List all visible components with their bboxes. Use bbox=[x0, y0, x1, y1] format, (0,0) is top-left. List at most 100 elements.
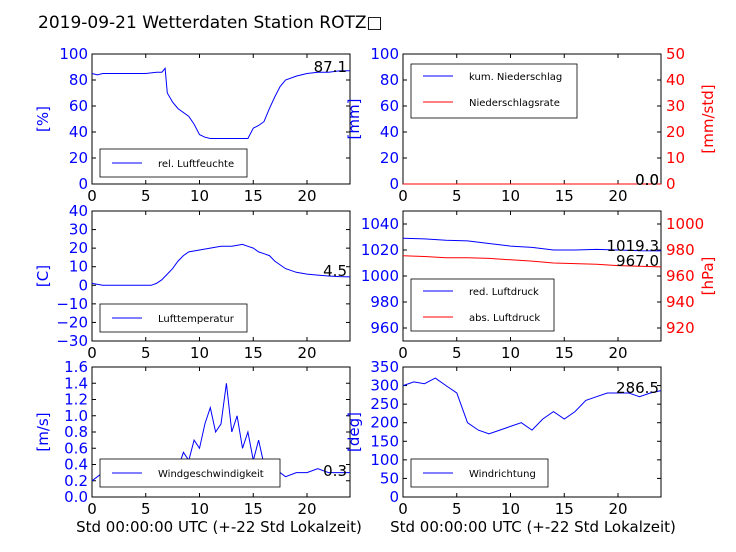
x-tick-label: 20 bbox=[608, 500, 627, 518]
y-axis-label: [C] bbox=[34, 265, 52, 287]
y-tick-label: 1.6 bbox=[64, 358, 88, 376]
y-tick-label: 0.6 bbox=[64, 439, 88, 457]
y-right-tick-label: 980 bbox=[666, 241, 695, 259]
panel-precip: 0 5 10 15 20 0 20 40 60 80 100 0 10 20 30 40 50 [mm] [mm/s… bbox=[345, 45, 717, 205]
chart-title: 2019-09-21 Wetterdaten Station ROTZ□ bbox=[38, 13, 383, 33]
legend-label: abs. Luftdruck bbox=[469, 313, 540, 324]
x-tick-label: 5 bbox=[452, 344, 462, 362]
current-value-label: 967.0 bbox=[616, 252, 659, 270]
y-right-tick-label: 920 bbox=[666, 319, 695, 337]
y-tick-label: 60 bbox=[380, 97, 399, 115]
y-tick-label: 0.0 bbox=[64, 488, 88, 506]
y-axis-label: [m/s] bbox=[34, 412, 52, 451]
y-tick-label: 1.0 bbox=[64, 407, 88, 425]
x-tick-label: 20 bbox=[608, 187, 627, 205]
y-tick-label: 40 bbox=[69, 202, 88, 220]
x-tick-label: 15 bbox=[555, 500, 574, 518]
x-tick-label: 5 bbox=[141, 344, 151, 362]
x-tick-label: 10 bbox=[190, 187, 209, 205]
x-tick-label: 15 bbox=[244, 187, 263, 205]
x-tick-label: 0 bbox=[87, 344, 97, 362]
x-tick-label: 20 bbox=[297, 187, 316, 205]
y-right-tick-label: 0 bbox=[666, 175, 676, 193]
x-tick-label: 10 bbox=[501, 187, 520, 205]
legend-label: red. Luftdruck bbox=[469, 287, 539, 298]
plot-frame bbox=[402, 366, 662, 498]
current-value-label: 4.5 bbox=[323, 262, 347, 280]
x-tick-label: 15 bbox=[244, 344, 263, 362]
y-tick-label: 60 bbox=[69, 97, 88, 115]
y-tick-label: 0 bbox=[78, 276, 88, 294]
panel-humidity: 0 5 10 15 20 0 20 40 60 80 100 [%] rel. Luftfeuchte 8… bbox=[34, 45, 351, 205]
legend-label: kum. Niederschlag bbox=[469, 72, 562, 83]
series-line bbox=[402, 237, 662, 252]
y-tick-label: 40 bbox=[69, 123, 88, 141]
x-tick-label: 15 bbox=[244, 500, 263, 518]
y-axis-label: [deg] bbox=[345, 412, 363, 452]
y-right-tick-label: 1000 bbox=[666, 215, 704, 233]
y-tick-label: 1.4 bbox=[64, 374, 88, 392]
x-tick-label: 0 bbox=[398, 500, 408, 518]
y-tick-label: 0 bbox=[389, 175, 399, 193]
y-tick-label: 200 bbox=[370, 414, 399, 432]
current-value-label: 0.3 bbox=[323, 462, 347, 480]
series-line bbox=[91, 67, 351, 139]
x-tick-label: 5 bbox=[452, 187, 462, 205]
legend-box bbox=[410, 63, 578, 119]
y-right-tick-label: 50 bbox=[666, 45, 685, 63]
y-tick-label: 0.2 bbox=[64, 472, 88, 490]
plot-frame bbox=[91, 53, 351, 185]
y-right-axis-label: [mm/std] bbox=[699, 84, 717, 153]
x-tick-label: 20 bbox=[608, 344, 627, 362]
x-tick-label: 15 bbox=[555, 187, 574, 205]
x-tick-label: 10 bbox=[501, 344, 520, 362]
legend-box bbox=[410, 278, 555, 332]
y-tick-label: 1020 bbox=[361, 241, 399, 259]
x-tick-label: 10 bbox=[501, 500, 520, 518]
y-tick-label: 10 bbox=[69, 258, 88, 276]
y-tick-label: 300 bbox=[370, 377, 399, 395]
x-tick-label: 10 bbox=[190, 500, 209, 518]
legend-label: rel. Luftfeuchte bbox=[158, 159, 234, 170]
y-tick-label: 0 bbox=[78, 175, 88, 193]
y-tick-label: 80 bbox=[380, 71, 399, 89]
current-value-label: 87.1 bbox=[314, 58, 347, 76]
y-tick-label: 960 bbox=[370, 319, 399, 337]
x-tick-label: 5 bbox=[141, 187, 151, 205]
series-line bbox=[402, 255, 662, 268]
y-tick-label: 0.4 bbox=[64, 456, 88, 474]
y-tick-label: 1040 bbox=[361, 215, 399, 233]
legend-label: Niederschlagsrate bbox=[469, 98, 560, 109]
series-line bbox=[91, 243, 351, 286]
y-axis-label: [mm] bbox=[345, 99, 363, 140]
y-tick-label: 20 bbox=[380, 149, 399, 167]
series-line bbox=[402, 377, 662, 435]
x-tick-label: 5 bbox=[452, 500, 462, 518]
y-right-tick-label: 20 bbox=[666, 123, 685, 141]
y-right-tick-label: 30 bbox=[666, 97, 685, 115]
x-tick-label: 10 bbox=[190, 344, 209, 362]
x-tick-label: 20 bbox=[297, 344, 316, 362]
y-tick-label: 0 bbox=[389, 488, 399, 506]
panel-temperature: 0 5 10 15 20−30−20−10010203040[C]Lufttempera… bbox=[34, 202, 351, 362]
x-axis-label-left: Std 00:00:00 UTC (+-22 Std Lokalzeit) bbox=[76, 518, 362, 536]
y-axis-label: [%] bbox=[34, 106, 52, 132]
x-tick-label: 15 bbox=[555, 344, 574, 362]
legend-label: Lufttemperatur bbox=[158, 314, 235, 325]
panel-direction: 0 5 10 15 20050100150200250300350[deg]Windri… bbox=[345, 358, 662, 518]
y-right-tick-label: 40 bbox=[666, 71, 685, 89]
y-tick-label: 250 bbox=[370, 395, 399, 413]
y-tick-label: 0.8 bbox=[64, 423, 88, 441]
current-value-label: 0.0 bbox=[635, 171, 659, 189]
y-tick-label: 100 bbox=[370, 45, 399, 63]
y-tick-label: 50 bbox=[380, 469, 399, 487]
y-tick-label: 20 bbox=[69, 149, 88, 167]
x-tick-label: 5 bbox=[141, 500, 151, 518]
y-tick-label: 1000 bbox=[361, 267, 399, 285]
current-value-label: 286.5 bbox=[616, 379, 659, 397]
legend-label: Windrichtung bbox=[469, 469, 536, 480]
y-right-axis-label: [hPa] bbox=[699, 257, 717, 296]
x-axis-label-right: Std 00:00:00 UTC (+-22 Std Lokalzeit) bbox=[390, 518, 676, 536]
y-tick-label: 30 bbox=[69, 221, 88, 239]
